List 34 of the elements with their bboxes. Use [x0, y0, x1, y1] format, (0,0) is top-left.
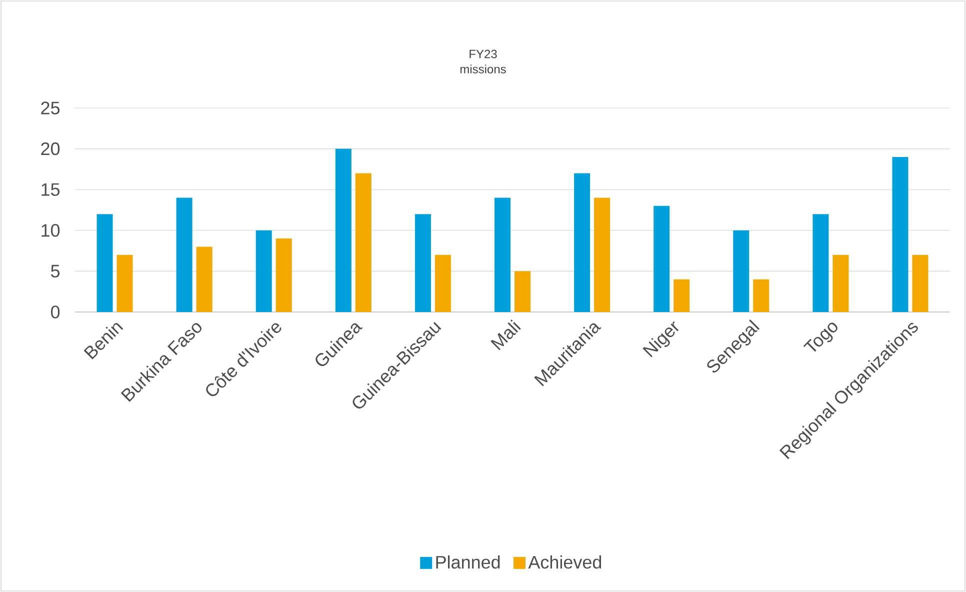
- bar: [594, 198, 610, 312]
- y-tick-label: 10: [42, 224, 60, 237]
- chart-title: FY23: [470, 50, 497, 58]
- bar: [753, 279, 770, 312]
- bar: [654, 206, 670, 312]
- bar: [434, 254, 451, 312]
- y-tick-label: 15: [42, 183, 60, 196]
- bar: [832, 254, 849, 312]
- bar: [574, 173, 590, 312]
- bar: [892, 156, 908, 312]
- bar: [414, 214, 431, 312]
- bar: [514, 271, 531, 312]
- x-tick-label: Mali: [490, 320, 521, 350]
- legend-label: Planned: [436, 555, 500, 569]
- bar: [256, 230, 272, 312]
- y-tick-label: 0: [50, 306, 60, 318]
- x-tick-label: Togo: [803, 322, 838, 352]
- bar: [116, 254, 133, 312]
- bar: [96, 214, 113, 312]
- bar: [674, 279, 690, 312]
- bar: [196, 246, 212, 312]
- bar: [276, 238, 292, 312]
- y-tick-label: 25: [41, 102, 60, 114]
- bar: [335, 148, 352, 312]
- bar: [733, 230, 750, 312]
- y-tick-label: 5: [50, 264, 60, 278]
- legend-label: Achieved: [528, 555, 602, 569]
- chart-subtitle: missions: [460, 64, 506, 74]
- bar: [494, 198, 511, 312]
- y-tick-label: 20: [41, 142, 60, 156]
- bar: [176, 198, 192, 312]
- bar: [812, 214, 829, 312]
- bar: [355, 173, 372, 312]
- bar: [912, 254, 928, 312]
